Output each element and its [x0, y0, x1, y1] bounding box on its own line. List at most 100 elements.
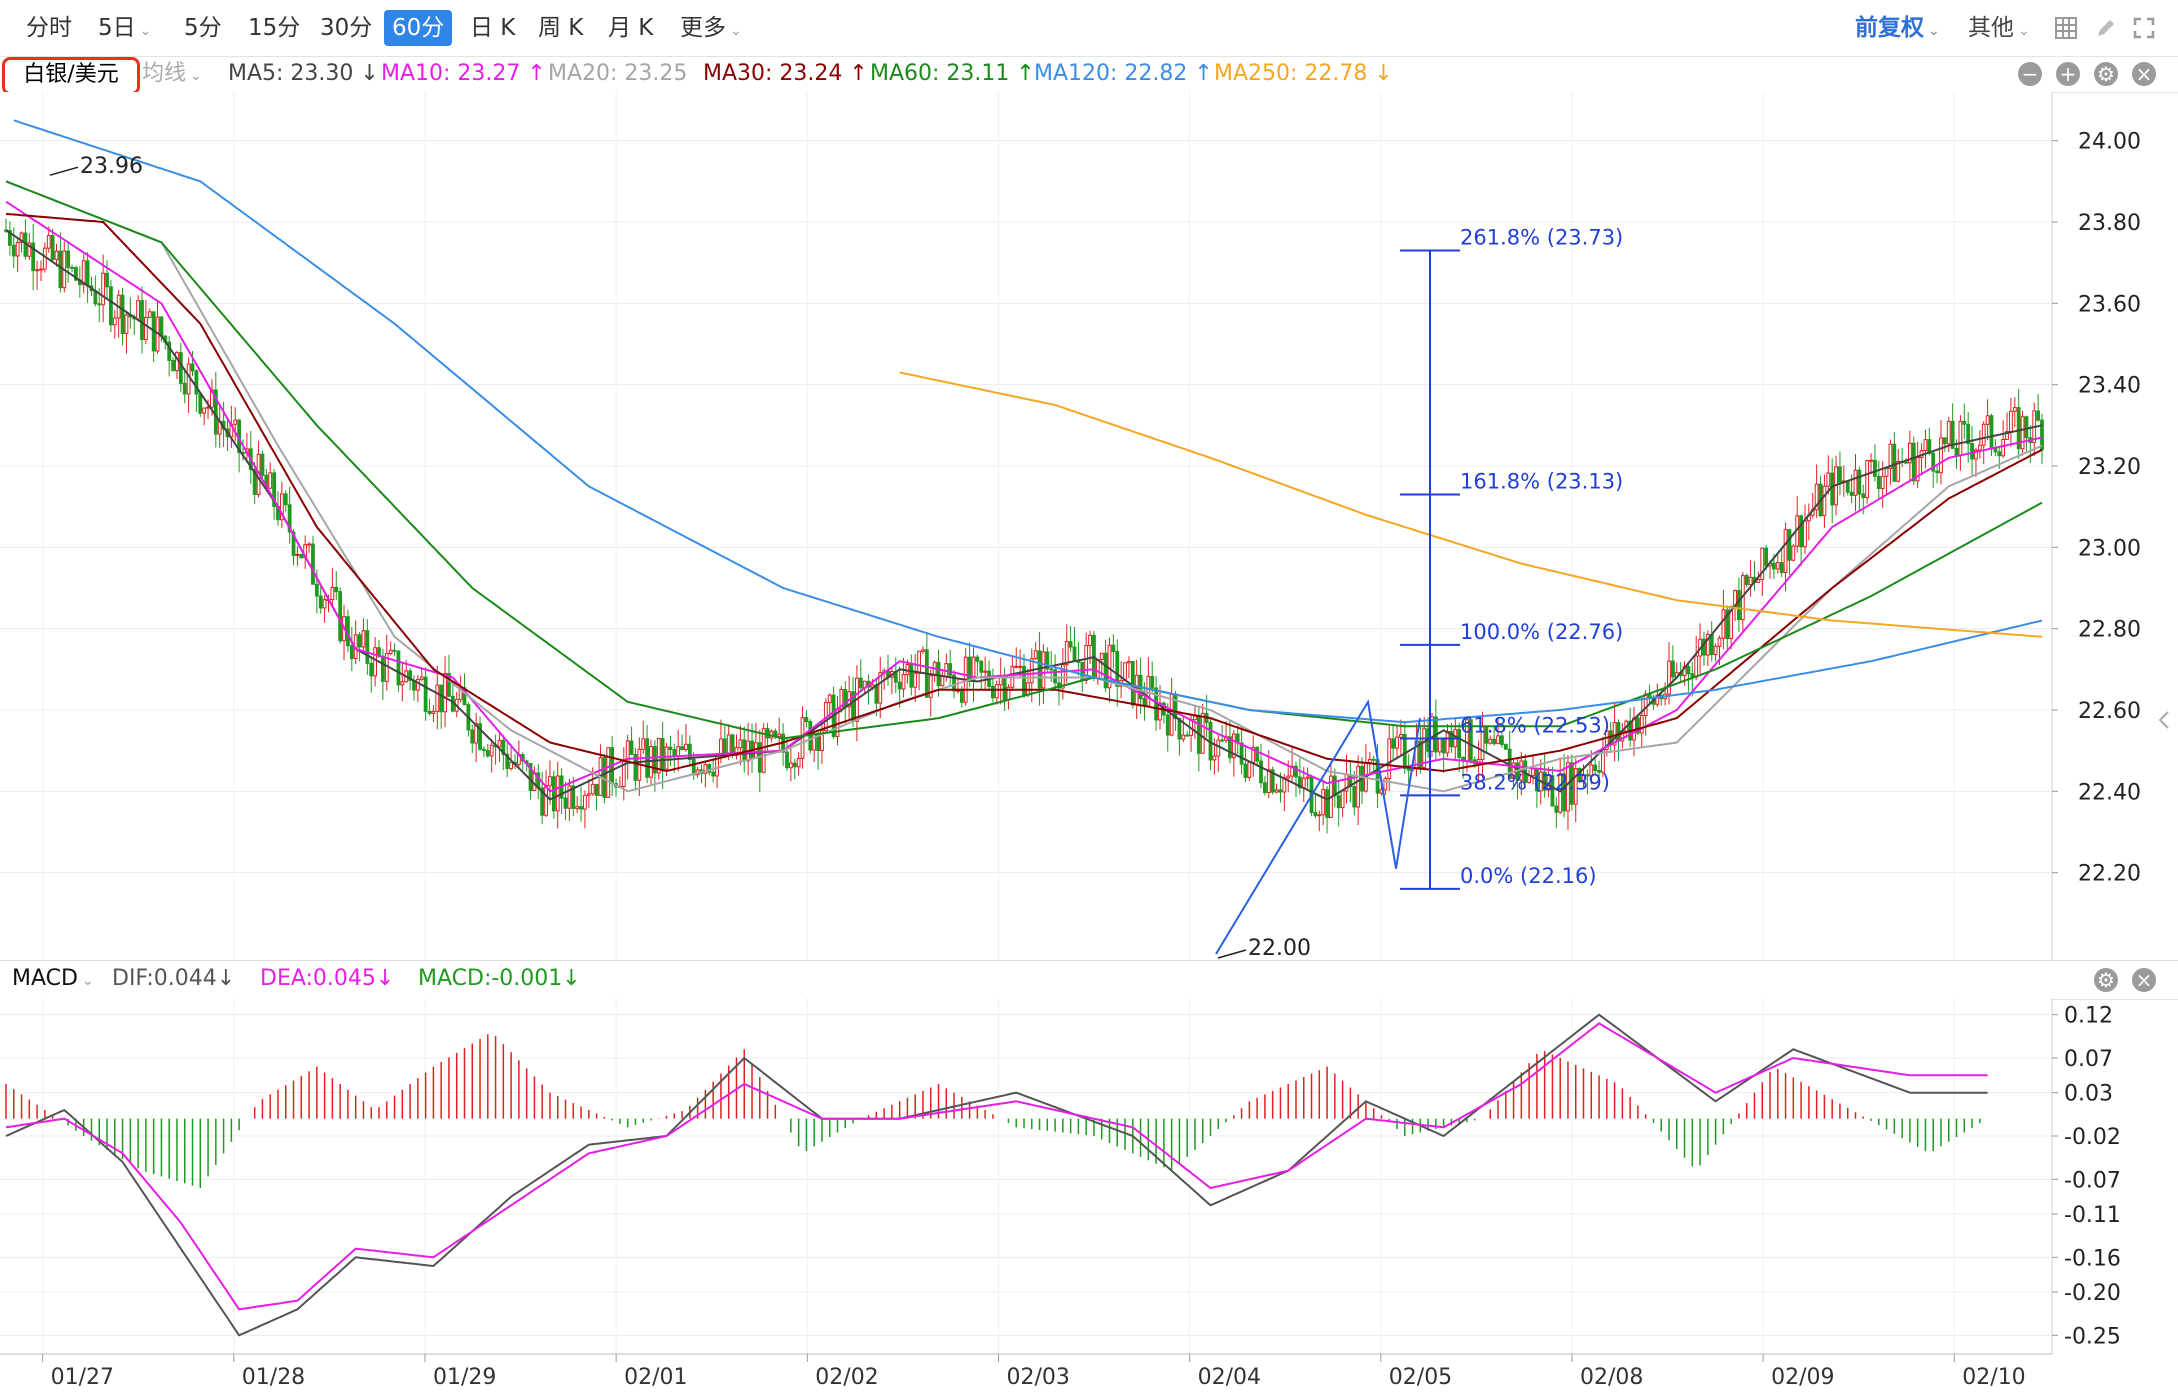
tab-timeshare[interactable]: 分时: [26, 15, 72, 41]
symbol-label[interactable]: 白银/美元: [2, 57, 140, 95]
tab-60min[interactable]: 60分: [384, 10, 453, 46]
tab-30min[interactable]: 30分: [320, 15, 373, 41]
fibonacci-tool[interactable]: 261.8% (23.73) 161.8% (23.13) 100.0% (22.7…: [1215, 225, 1623, 955]
tab-15min[interactable]: 15分: [248, 15, 301, 41]
macd-chart[interactable]: 0.12 0.07 0.03 -0.02 -0.07 -0.11 -0.16 -0.20 -0.…: [0, 998, 2178, 1400]
candle-body: [202, 407, 207, 414]
candle-body: [1857, 469, 1862, 495]
candle-body: [1496, 735, 1500, 745]
close-icon[interactable]: ×: [2132, 62, 2156, 86]
candle-body: [1018, 665, 1023, 668]
candle-body: [1395, 736, 1399, 749]
candle-body: [105, 272, 109, 288]
macd-tick-label: -0.07: [2064, 1168, 2121, 1193]
ma5-legend: MA5: 23.30 ↓: [228, 61, 379, 86]
low-marker-label: 22.00: [1248, 936, 1311, 960]
tab-5day[interactable]: 5日 ⌄: [90, 10, 159, 46]
extreme-markers: 23.96 22.00: [49, 154, 1311, 960]
adjust-label: 前复权: [1855, 15, 1924, 41]
date-axis: 01/27 01/28 01/29 02/01 02/02 02/03 02/04 02/05…: [42, 1354, 2026, 1390]
candle-body: [901, 674, 906, 690]
candle-body: [1826, 472, 1831, 487]
tab-more[interactable]: 更多 ⌄: [672, 10, 750, 46]
candle-body: [182, 382, 187, 395]
candle-body: [1958, 420, 1963, 456]
candle-body: [365, 630, 370, 664]
candle-body: [1286, 775, 1291, 779]
ma-style-dropdown[interactable]: 均线 ⌄: [142, 60, 202, 90]
price-tick-label: 23.80: [2078, 211, 2141, 236]
candle-body: [1709, 633, 1714, 656]
candle-body: [1270, 769, 1275, 793]
candle-body: [1612, 722, 1617, 746]
candle-body: [1562, 773, 1566, 812]
candle-body: [2001, 438, 2006, 457]
gear-icon[interactable]: ⚙: [2094, 968, 2118, 992]
candle-body: [54, 250, 59, 261]
ma-line-ma60: [5, 180, 2043, 740]
candle-body: [1997, 451, 2002, 457]
pen-draw-icon[interactable]: [2094, 16, 2118, 40]
candle-body: [1597, 770, 1601, 773]
candle-body: [1772, 562, 1776, 570]
adjust-dropdown[interactable]: 前复权 ⌄: [1855, 10, 1940, 46]
candle-body: [967, 656, 972, 682]
candle-body: [1274, 789, 1279, 793]
tab-5min[interactable]: 5分: [184, 15, 222, 41]
candle-body: [1989, 415, 1994, 449]
candle-body: [380, 655, 385, 682]
candle-body: [1321, 789, 1326, 816]
ma60-legend: MA60: 23.11 ↑: [870, 61, 1035, 86]
candle-body: [27, 242, 32, 257]
tab-daily-k[interactable]: 日 K: [470, 15, 516, 41]
candle-body: [691, 758, 696, 776]
candle-body: [1243, 763, 1248, 778]
candle-body: [474, 723, 479, 744]
macd-legend-bar: MACD ⌄ DIF:0.044↓ DEA:0.045↓ MACD:-0.001↓…: [0, 960, 2178, 1000]
candle-body: [147, 311, 152, 318]
ma-legend-bar: 白银/美元 均线 ⌄ MA5: 23.30 ↓ MA10: 23.27 ↑ MA2…: [0, 56, 2178, 95]
tab-monthly-k[interactable]: 月 K: [608, 15, 654, 41]
candle-body: [268, 472, 273, 489]
macd-lines: [5, 1013, 1988, 1337]
macd-indicator-dropdown[interactable]: MACD ⌄: [12, 965, 94, 995]
candle-body: [1002, 675, 1007, 701]
candle-body: [1616, 722, 1621, 742]
candle-body: [874, 684, 879, 704]
candle-body: [1406, 768, 1411, 771]
candle-body: [505, 753, 510, 769]
date-label: 01/27: [51, 1365, 114, 1390]
candle-body: [936, 661, 941, 687]
macd-axis-ticks: 0.12 0.07 0.03 -0.02 -0.07 -0.11 -0.16 -0.20 -0.…: [2052, 1004, 2121, 1349]
high-marker-label: 23.96: [80, 154, 143, 179]
date-label: 02/04: [1198, 1365, 1261, 1390]
chevron-left-icon[interactable]: [2158, 711, 2169, 729]
candle-body: [1581, 774, 1586, 783]
candle-body: [754, 742, 758, 759]
other-dropdown[interactable]: 其他 ⌄: [1968, 10, 2030, 46]
candle-body: [777, 733, 782, 738]
candle-body: [1053, 669, 1057, 684]
tab-weekly-k[interactable]: 周 K: [538, 15, 584, 41]
minus-icon[interactable]: −: [2018, 62, 2042, 86]
candle-body: [1775, 562, 1780, 570]
candle-body: [357, 634, 362, 648]
close-icon[interactable]: ×: [2132, 968, 2156, 992]
candle-body: [1791, 545, 1796, 561]
candle-body: [2009, 410, 2013, 432]
grid-layout-icon[interactable]: [2054, 16, 2078, 40]
macd-tick-label: -0.25: [2064, 1324, 2121, 1349]
candle-body: [1861, 493, 1866, 499]
plus-icon[interactable]: +: [2056, 62, 2080, 86]
price-chart[interactable]: 261.8% (23.73) 161.8% (23.13) 100.0% (22.7…: [0, 92, 2178, 960]
candle-body: [1231, 733, 1236, 759]
gear-icon[interactable]: ⚙: [2094, 62, 2118, 86]
candle-body: [171, 359, 175, 372]
candle-body: [983, 670, 988, 673]
ma30-legend: MA30: 23.24 ↑: [703, 61, 868, 86]
date-label: 02/01: [624, 1365, 687, 1390]
candle-body: [680, 746, 684, 750]
candle-body: [2016, 407, 2021, 450]
candle-body: [1130, 660, 1135, 706]
fullscreen-icon[interactable]: [2132, 16, 2156, 40]
